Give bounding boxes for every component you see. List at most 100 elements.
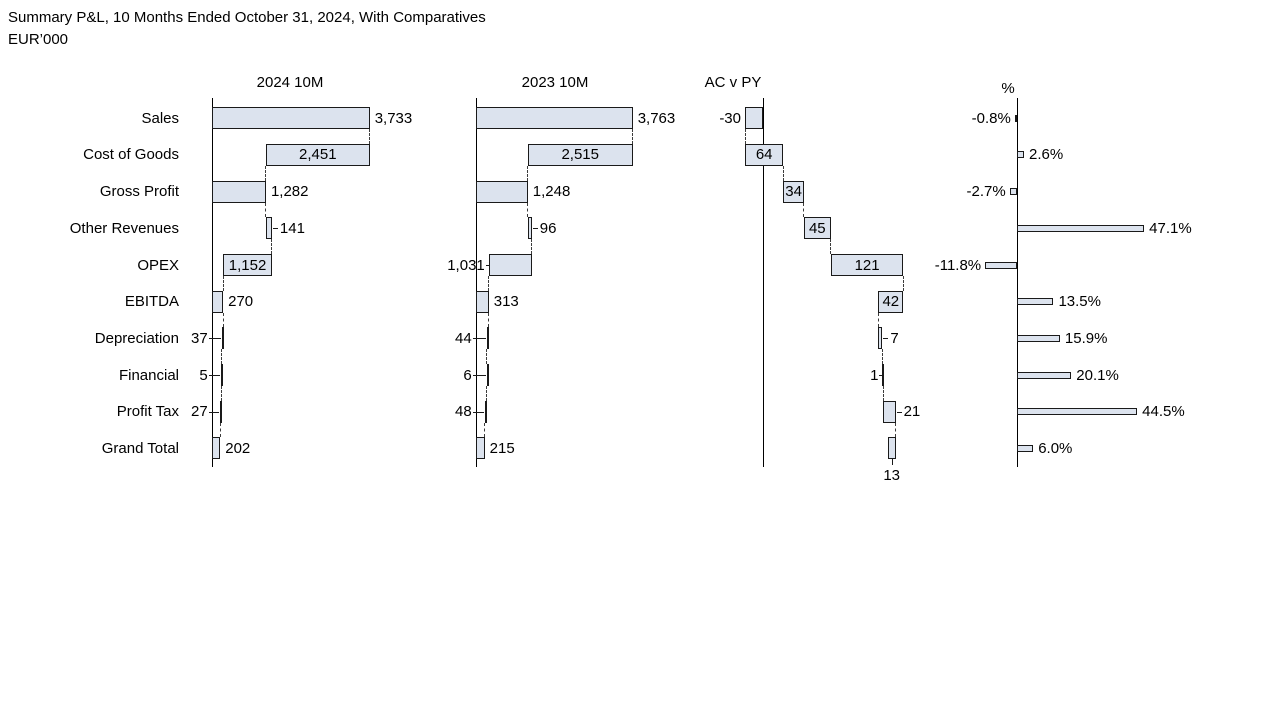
value-label-2023-10m-gross-profit: 1,248: [532, 183, 571, 201]
label-tick-2023-10m-profit-tax: [472, 411, 484, 413]
value-label---profit-tax: 44.5%: [1142, 403, 1185, 421]
bar-ac-v-py-profit-tax: [883, 400, 896, 423]
category-label-opex: OPEX: [137, 256, 179, 274]
connector-2024-10m-9: [219, 422, 221, 438]
bar-ac-v-py-ebitda: 42: [878, 290, 904, 313]
connector-ac-v-py-9: [895, 422, 897, 438]
connector-ac-v-py-1: [744, 129, 746, 144]
bar-ac-v-py-opex: 121: [830, 254, 904, 277]
bar-2023-10m-profit-tax: [484, 400, 487, 423]
value-label-2023-10m-other-revenues: 96: [539, 219, 557, 237]
category-label-ebitda: EBITDA: [124, 293, 179, 311]
value-label---depreciation: 15.9%: [1064, 329, 1108, 347]
bar-ac-v-py-other-revenues: 45: [803, 217, 831, 240]
category-label-depreciation: Depreciation: [94, 329, 179, 347]
connector-ac-v-py-3: [803, 202, 805, 218]
value-label-2024-10m-financial: 5: [199, 366, 208, 384]
label-tick-2023-10m-depreciation: [472, 338, 486, 340]
axis-line-2024-10m: [211, 98, 213, 467]
bar-2024-10m-financial: [221, 364, 224, 387]
label-tick-2024-10m-financial: [208, 375, 221, 377]
label-tick-ac-v-py-financial: [879, 375, 883, 377]
axis-line-ac-v-py: [763, 98, 764, 467]
value-label-ac-v-py-grand-total: 13: [883, 467, 901, 485]
bar-ac-v-py-gross-profit: 34: [783, 180, 804, 203]
bar-ac-v-py-cost-of-goods: 64: [745, 143, 784, 166]
axis-line--: [1017, 98, 1018, 467]
value-label-ac-v-py-financial: 1: [870, 366, 879, 384]
connector-ac-v-py-6: [877, 312, 879, 328]
category-label-gross-profit: Gross Profit: [99, 183, 179, 201]
category-label-cost-of-goods: Cost of Goods: [83, 146, 179, 164]
value-label---other-revenues: 47.1%: [1149, 219, 1192, 237]
value-label---opex: -11.8%: [934, 256, 982, 274]
bar-2024-10m-grand-total: [211, 437, 221, 460]
value-label-ac-v-py-sales: -30: [719, 109, 741, 127]
report-units: EUR’000: [8, 31, 69, 48]
bar---profit-tax: [1017, 408, 1138, 416]
category-label-profit-tax: Profit Tax: [116, 403, 179, 421]
connector-2023-10m-2: [527, 165, 529, 181]
bar---depreciation: [1017, 334, 1060, 342]
value-label-2024-10m-profit-tax: 27: [191, 403, 208, 421]
value-label-2024-10m-grand-total: 202: [225, 439, 251, 457]
value-label---cost-of-goods: 2.6%: [1029, 146, 1064, 164]
value-label-2024-10m-depreciation: 37: [191, 329, 208, 347]
connector-2024-10m-8: [220, 386, 222, 401]
connector-2024-10m-3: [265, 202, 267, 218]
bar-2023-10m-depreciation: [486, 327, 489, 350]
chart-title-2024-10m: 2024 10M: [256, 74, 324, 91]
bar---grand-total: [1017, 444, 1034, 452]
connector-2024-10m-7: [221, 349, 223, 365]
chart-title-2023-10m: 2023 10M: [521, 74, 589, 91]
category-label-financial: Financial: [118, 366, 179, 384]
label-tick-2024-10m-profit-tax: [208, 411, 220, 413]
connector-2023-10m-3: [527, 202, 529, 218]
connector-2023-10m-6: [488, 312, 490, 328]
bar-2024-10m-sales: [211, 107, 370, 130]
value-label-2024-10m-gross-profit: 1,282: [270, 183, 309, 201]
bar-2024-10m-depreciation: [221, 327, 224, 350]
value-label-2023-10m-sales: 3,763: [637, 109, 676, 127]
report-title: Summary P&L, 10 Months Ended October 31,…: [8, 9, 486, 26]
connector-2024-10m-1: [369, 129, 371, 144]
value-label-2024-10m-other-revenues: 141: [279, 219, 305, 237]
connector-2023-10m-9: [484, 422, 486, 438]
bar-2023-10m-gross-profit: [475, 180, 528, 203]
connector-2024-10m-4: [271, 239, 273, 254]
connector-2023-10m-4: [531, 239, 533, 254]
bar-ac-v-py-grand-total: [887, 437, 896, 460]
axis-line-2023-10m: [475, 98, 477, 467]
chart-title-ac-v-py: AC v PY: [704, 74, 762, 91]
chart-title--: %: [1001, 80, 1015, 97]
bar---gross-profit: [1009, 188, 1017, 196]
bar---financial: [1017, 371, 1072, 379]
bar-2023-10m-ebitda: [475, 290, 489, 313]
connector-ac-v-py-2: [782, 165, 784, 181]
bar-2023-10m-sales: [475, 107, 633, 130]
connector-ac-v-py-4: [830, 239, 832, 254]
bar-2023-10m-grand-total: [475, 437, 485, 460]
label-tick-2023-10m-opex: [485, 265, 489, 267]
value-label-2023-10m-financial: 6: [463, 366, 472, 384]
value-label-2023-10m-profit-tax: 48: [455, 403, 472, 421]
value-label-2023-10m-grand-total: 215: [489, 439, 515, 457]
bar-2024-10m-ebitda: [211, 290, 224, 313]
label-tick-ac-v-py-depreciation: [883, 338, 889, 340]
value-label---ebitda: 13.5%: [1058, 293, 1101, 311]
value-label---gross-profit: -2.7%: [966, 183, 1006, 201]
value-label-ac-v-py-profit-tax: 21: [903, 403, 921, 421]
bar-2024-10m-other-revenues: [265, 217, 272, 240]
value-label-2023-10m-ebitda: 313: [493, 293, 519, 311]
value-label---grand-total: 6.0%: [1038, 439, 1073, 457]
bar-2024-10m-opex: 1,152: [223, 254, 272, 277]
bar---other-revenues: [1017, 224, 1145, 232]
label-tick-2024-10m-depreciation: [208, 338, 221, 340]
bar-2024-10m-profit-tax: [220, 400, 223, 423]
bar-ac-v-py-sales: [745, 107, 763, 130]
connector-2023-10m-8: [486, 386, 488, 401]
connector-ac-v-py-5: [902, 276, 904, 291]
bar-2024-10m-cost-of-goods: 2,451: [265, 143, 370, 166]
label-tick-2023-10m-other-revenues: [532, 228, 538, 230]
